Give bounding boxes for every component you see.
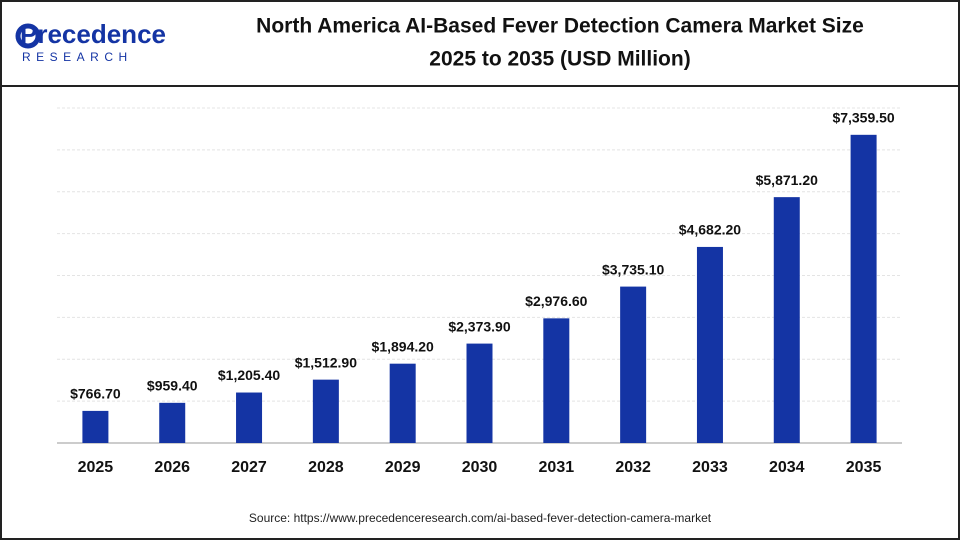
value-label: $3,735.10 [602,261,664,277]
value-label: $1,894.20 [372,338,434,354]
bar [850,134,877,444]
x-tick-label: 2034 [769,459,805,476]
x-tick-label: 2033 [692,459,728,476]
x-tick-label: 2030 [462,459,498,476]
value-label: $4,682.20 [679,222,741,238]
x-tick-label: 2035 [846,459,882,476]
x-tick-label: 2032 [615,459,651,476]
bar [773,197,800,443]
chart-subtitle: 2025 to 2035 (USD Million) [429,48,690,71]
logo-sub: RESEARCH [22,50,133,64]
x-tick-label: 2026 [154,459,190,476]
logo-mark [15,23,41,49]
value-label: $5,871.20 [756,172,818,188]
value-label: $1,205.40 [218,367,280,383]
x-tick-label: 2025 [78,459,114,476]
source: Source: https://www.precedenceresearch.c… [249,511,712,525]
bar [620,286,647,443]
bar [543,318,570,443]
logo-name: Precedence [20,19,166,49]
bar [159,402,186,443]
value-label: $2,373.90 [448,318,510,334]
value-label: $959.40 [147,378,198,394]
bar [312,379,339,443]
chart-title: North America AI-Based Fever Detection C… [256,15,864,38]
bar [82,410,109,443]
bar [236,392,263,443]
x-tick-label: 2027 [231,459,267,476]
x-tick-label: 2031 [539,459,575,476]
value-label: $7,359.50 [832,110,894,126]
value-label: $1,512.90 [295,354,357,370]
bar [389,363,416,443]
value-label: $766.70 [70,386,121,402]
x-tick-label: 2029 [385,459,421,476]
x-tick-label: 2028 [308,459,344,476]
value-label: $2,976.60 [525,293,587,309]
bar [696,246,723,443]
bar [466,343,493,443]
